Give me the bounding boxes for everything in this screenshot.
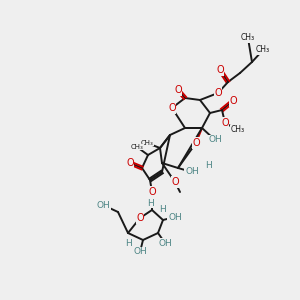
Text: CH₃: CH₃: [141, 140, 153, 146]
Text: O: O: [126, 158, 134, 168]
Text: H: H: [124, 238, 131, 247]
Text: OH: OH: [168, 212, 182, 221]
Text: O: O: [192, 138, 200, 148]
Text: CH₃: CH₃: [241, 34, 255, 43]
Text: O: O: [174, 85, 182, 95]
Text: O: O: [216, 65, 224, 75]
Text: OH: OH: [96, 200, 110, 209]
Text: O: O: [171, 177, 179, 187]
Text: H: H: [147, 199, 153, 208]
Text: O: O: [148, 187, 156, 197]
Text: H: H: [205, 160, 212, 169]
Text: O: O: [214, 88, 222, 98]
Text: O: O: [168, 103, 176, 113]
Text: OH: OH: [185, 167, 199, 176]
Text: OH: OH: [133, 248, 147, 256]
Text: O: O: [229, 96, 237, 106]
Text: CH₃: CH₃: [256, 46, 270, 55]
Text: OH: OH: [208, 136, 222, 145]
Text: CH₃: CH₃: [231, 125, 245, 134]
Text: OH: OH: [158, 238, 172, 247]
Text: H: H: [160, 205, 167, 214]
Text: CH₃: CH₃: [130, 144, 143, 150]
Text: O: O: [136, 213, 144, 223]
Text: O: O: [221, 118, 229, 128]
